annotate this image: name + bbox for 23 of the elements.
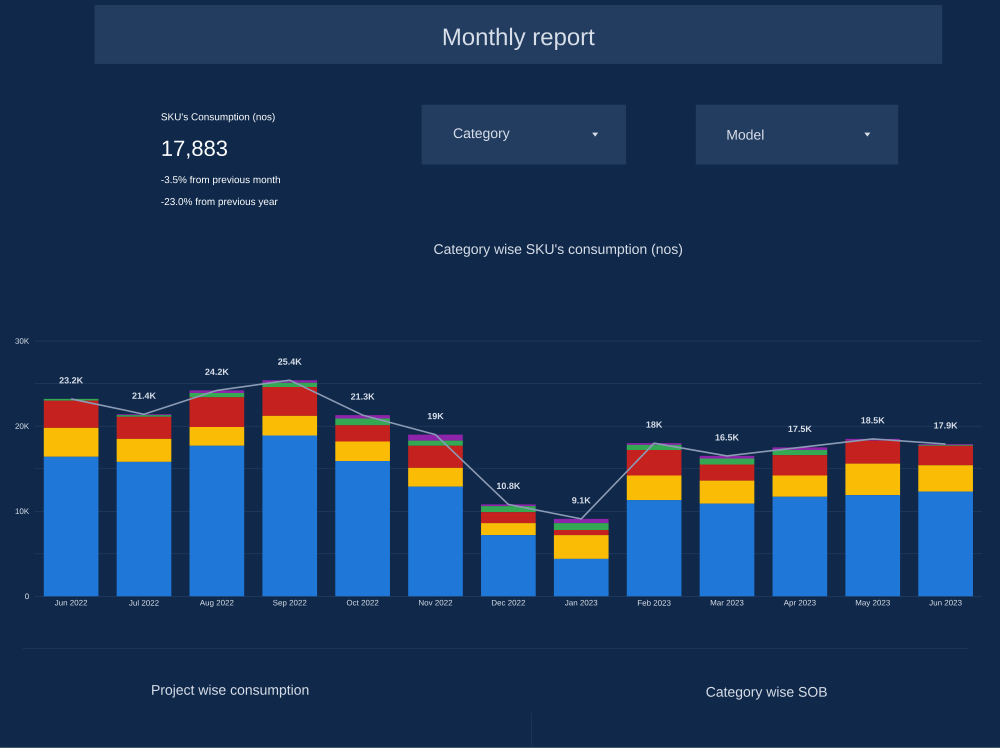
chart-title: Category wise SKU's consumption (nos) [434,244,682,257]
data-label: 21.4K [132,392,156,399]
data-label: 18K [646,421,662,428]
text: Project wise consumption [152,684,308,698]
chart-subtitle: Monthly report [444,28,595,50]
data-label: 9.1K [572,497,591,504]
data-label: 23.2K [59,377,84,384]
data-label: 19K [428,412,444,420]
data-label: 18.5K [861,417,885,424]
data-label: 10.8K [496,482,520,490]
text: SKU's Consumption (nos) [161,113,275,122]
data-label: 17.5K [788,426,812,432]
data-label: 16.5K [716,434,739,441]
text: Model [727,130,764,140]
text: 17,883 [162,140,228,159]
text: -23.0% from previous year [161,198,278,208]
text: -3.5% from previous month [161,176,280,186]
text: Category wise SOB [706,686,827,700]
data-label: 25.4K [278,358,302,365]
text: Category [454,128,510,141]
data-label: 17.9K [934,422,958,429]
data-label: 21.3K [350,393,375,400]
data-label: 24.2K [205,368,229,375]
